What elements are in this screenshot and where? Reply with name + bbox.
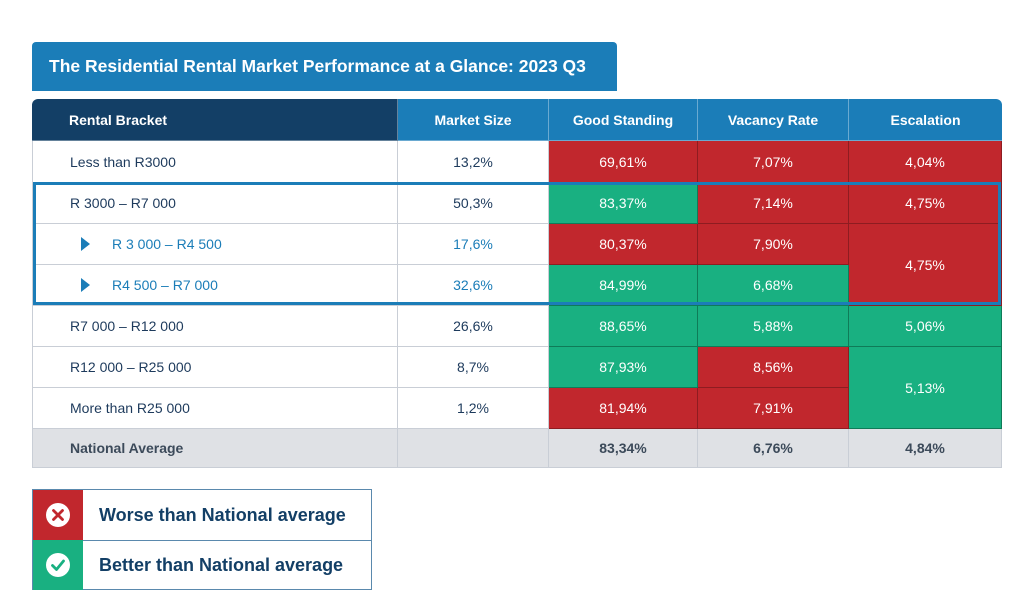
legend: Worse than National average Better than … xyxy=(32,489,372,590)
vacancy-rate-cell: 6,68% xyxy=(698,265,849,306)
average-escalation-cell: 4,84% xyxy=(849,429,1002,468)
escalation-cell: 4,75% xyxy=(849,183,1002,224)
good-standing-cell: 84,99% xyxy=(549,265,698,306)
escalation-cell: 5,13% xyxy=(849,347,1002,429)
bracket-cell: More than R25 000 xyxy=(32,388,398,429)
check-icon xyxy=(46,553,70,577)
vacancy-rate-cell: 7,90% xyxy=(698,224,849,265)
vacancy-rate-cell: 8,56% xyxy=(698,347,849,388)
legend-swatch-worse xyxy=(33,490,83,540)
market-size-cell: 50,3% xyxy=(398,183,549,224)
legend-label: Better than National average xyxy=(99,554,344,575)
sub-bracket-cell: R4 500 – R7 000 xyxy=(32,265,398,306)
market-size-cell: 17,6% xyxy=(398,224,549,265)
good-standing-cell: 88,65% xyxy=(549,306,698,347)
market-size-cell: 32,6% xyxy=(398,265,549,306)
legend-label: Worse than National average xyxy=(99,504,346,525)
triangle-icon xyxy=(81,278,90,292)
market-size-cell: 26,6% xyxy=(398,306,549,347)
market-size-cell: 1,2% xyxy=(398,388,549,429)
triangle-icon xyxy=(81,237,90,251)
good-standing-cell: 81,94% xyxy=(549,388,698,429)
escalation-cell: 4,04% xyxy=(849,141,1002,183)
good-standing-cell: 83,37% xyxy=(549,183,698,224)
good-standing-cell: 69,61% xyxy=(549,141,698,183)
average-label-cell: National Average xyxy=(32,429,398,468)
cross-icon xyxy=(46,503,70,527)
average-vacancy-rate-cell: 6,76% xyxy=(698,429,849,468)
legend-item-better: Better than National average xyxy=(33,540,371,590)
escalation-cell: 5,06% xyxy=(849,306,1002,347)
average-market-size-cell xyxy=(398,429,549,468)
good-standing-cell: 87,93% xyxy=(549,347,698,388)
bracket-cell: Less than R3000 xyxy=(32,141,398,183)
legend-item-worse: Worse than National average xyxy=(33,490,371,541)
header-good-standing: Good Standing xyxy=(549,99,698,141)
vacancy-rate-cell: 7,14% xyxy=(698,183,849,224)
average-good-standing-cell: 83,34% xyxy=(549,429,698,468)
sub-bracket-label: R 3 000 – R4 500 xyxy=(112,236,222,252)
vacancy-rate-cell: 7,91% xyxy=(698,388,849,429)
performance-table: Rental Bracket Market Size Good Standing… xyxy=(32,99,1002,468)
vacancy-rate-cell: 7,07% xyxy=(698,141,849,183)
market-size-cell: 13,2% xyxy=(398,141,549,183)
market-size-cell: 8,7% xyxy=(398,347,549,388)
header-vacancy-rate: Vacancy Rate xyxy=(698,99,849,141)
header-market-size: Market Size xyxy=(398,99,549,141)
page-title: The Residential Rental Market Performanc… xyxy=(32,42,617,91)
header-rental-bracket: Rental Bracket xyxy=(32,99,398,141)
sub-bracket-cell: R 3 000 – R4 500 xyxy=(32,224,398,265)
bracket-cell: R 3000 – R7 000 xyxy=(32,183,398,224)
legend-swatch-better xyxy=(33,540,83,590)
bracket-cell: R12 000 – R25 000 xyxy=(32,347,398,388)
bracket-cell: R7 000 – R12 000 xyxy=(32,306,398,347)
header-escalation: Escalation xyxy=(849,99,1002,141)
escalation-cell: 4,75% xyxy=(849,224,1002,306)
good-standing-cell: 80,37% xyxy=(549,224,698,265)
vacancy-rate-cell: 5,88% xyxy=(698,306,849,347)
sub-bracket-label: R4 500 – R7 000 xyxy=(112,277,218,293)
